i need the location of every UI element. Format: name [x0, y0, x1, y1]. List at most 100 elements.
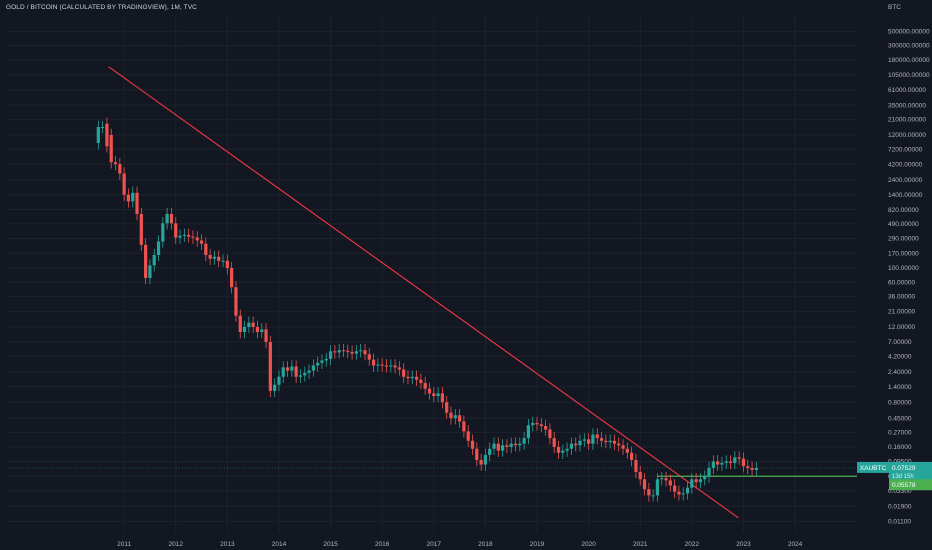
y-tick-label: 300000.00000 [888, 43, 930, 50]
candle-body [303, 372, 307, 376]
x-tick-label: 2015 [323, 541, 338, 548]
candle-body [694, 479, 698, 483]
candle-body [513, 443, 518, 446]
candle-body [238, 315, 242, 333]
candle-body [535, 422, 539, 425]
candle-body [122, 173, 126, 195]
candle-body [264, 329, 268, 342]
candle-body [169, 213, 174, 224]
candle-body [212, 256, 217, 259]
candle-body [294, 366, 298, 377]
y-tick-label: 105000.00000 [888, 72, 930, 79]
candle-body [660, 478, 664, 480]
candle-body [217, 256, 221, 261]
candle-body [548, 429, 552, 439]
y-tick-label: 4.20000 [888, 353, 912, 360]
candle-body [234, 287, 238, 316]
candle-body [625, 448, 629, 453]
candle-body [462, 421, 466, 432]
price-labels: XAUBTC 0.07529 13d 15h 0.05578 [857, 461, 932, 491]
candle-body [208, 254, 212, 259]
candle-body [178, 235, 182, 238]
symbol-tag-text: XAUBTC [860, 465, 887, 472]
candle-body [113, 162, 118, 165]
candle-body [281, 367, 285, 377]
x-tick-label: 2012 [169, 541, 184, 548]
candle-body [328, 351, 333, 359]
chart-title: GOLD / BITCOIN (CALCULATED BY TRADINGVIE… [6, 4, 197, 11]
candle-body [505, 445, 509, 447]
candle-body [664, 478, 668, 481]
x-tick-label: 2023 [736, 541, 751, 548]
y-tick-label: 60.00000 [888, 279, 915, 286]
candle-body [285, 367, 290, 371]
y-tick-label: 21.00000 [888, 309, 915, 316]
y-tick-label: 500000.00000 [888, 29, 930, 36]
y-tick-label: 0.01100 [888, 519, 911, 526]
candle-body [251, 322, 255, 327]
y-tick-label: 2400.00000 [888, 177, 923, 184]
candle-body [475, 448, 479, 461]
candle-body [556, 446, 561, 453]
candle-body [522, 438, 526, 444]
candle-body [320, 360, 324, 363]
candle-body [242, 326, 247, 333]
candle-body [724, 461, 728, 463]
candle-body [156, 241, 161, 255]
candle-body [741, 458, 746, 467]
candle-body [647, 489, 651, 496]
candle-body [582, 439, 586, 441]
price-tag-current [889, 461, 932, 481]
y-tick-label: 61000.00000 [888, 87, 926, 94]
candle-body [152, 254, 156, 266]
y-tick-label: 180000.00000 [888, 57, 930, 64]
candle-body [754, 467, 758, 470]
candle-body [651, 495, 655, 497]
candle-body [677, 491, 681, 495]
candle-body [698, 479, 703, 483]
candle-body [703, 476, 707, 480]
x-tick-label: 2021 [633, 541, 648, 548]
y-tick-label: 100.00000 [888, 265, 919, 272]
candle-body [681, 493, 685, 495]
candle-body [354, 351, 358, 354]
candle-body [225, 260, 229, 269]
candle-body [367, 354, 371, 360]
candle-body [539, 424, 543, 427]
candle-body [638, 471, 642, 480]
y-tick-label: 170.00000 [888, 250, 919, 257]
candle-body [221, 260, 225, 262]
candle-body [750, 468, 754, 470]
candle-body [655, 479, 660, 496]
candle-body [488, 448, 492, 455]
candle-body [277, 376, 281, 385]
candle-body [187, 234, 191, 237]
downtrend-line [108, 66, 739, 519]
candle-body [384, 365, 389, 367]
candle-body [574, 443, 578, 446]
candle-body [621, 445, 625, 449]
price-tag-support [889, 479, 932, 491]
candle-body [148, 265, 152, 278]
candle-body [440, 393, 445, 403]
x-tick-label: 2024 [788, 541, 803, 548]
candle-body [496, 443, 500, 451]
y-axis: BTC 500000.00000 300000.00000 180000.00000 1… [888, 4, 930, 526]
candle-body [191, 236, 195, 238]
candle-body [746, 466, 750, 469]
candle-body [406, 376, 410, 379]
candle-body [569, 443, 574, 449]
candle-body [311, 365, 315, 371]
candle-body [479, 460, 483, 465]
candle-body [642, 479, 647, 490]
candle-body [720, 462, 724, 465]
chart-candles [96, 117, 758, 502]
candle-body [199, 240, 204, 244]
candle-body [565, 448, 569, 451]
candle-body [298, 375, 303, 377]
candle-body [457, 415, 462, 422]
y-tick-label: 820.00000 [888, 207, 919, 214]
candle-body [273, 384, 277, 391]
candle-body [685, 487, 690, 494]
